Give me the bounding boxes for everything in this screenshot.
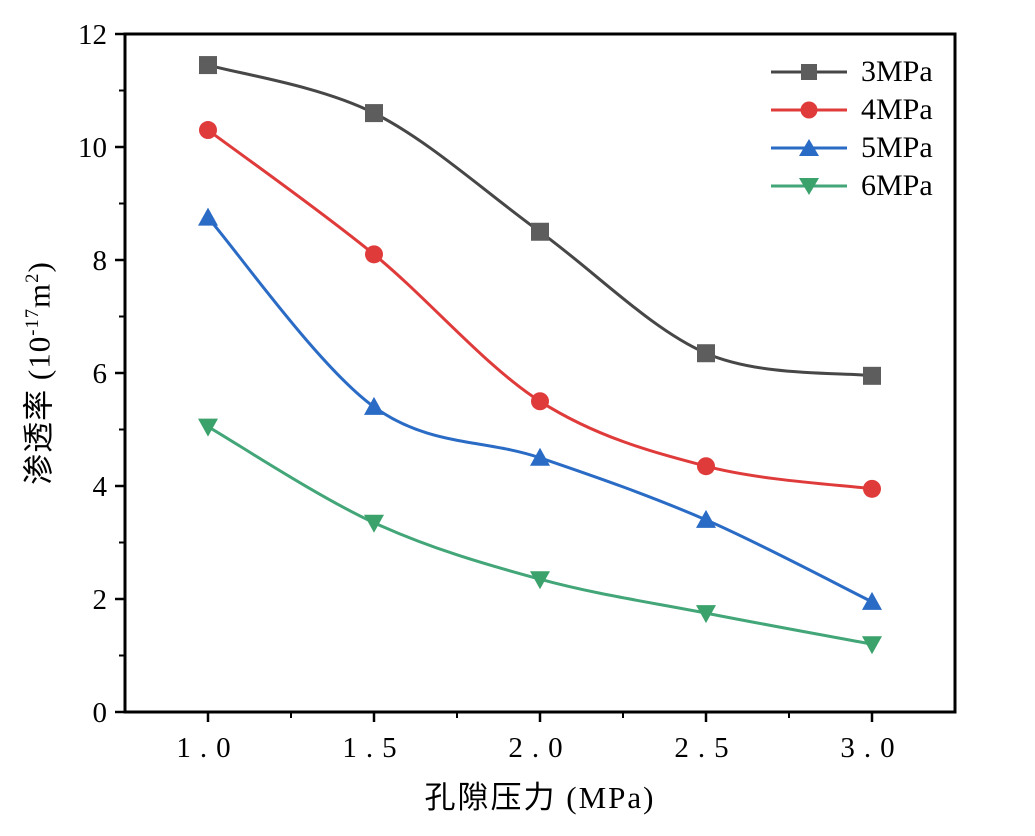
marker-triangle-up (696, 509, 716, 528)
legend-label: 6MPa (861, 169, 933, 202)
marker-square (199, 56, 217, 75)
y-axis-unit: m (21, 282, 57, 308)
marker-triangle-down (862, 636, 882, 655)
legend: 3MPa 4MPa 5MPa 6MPa (770, 53, 933, 205)
x-tick-label: 1.5 (342, 732, 405, 764)
marker-triangle-down (696, 605, 716, 624)
marker-square (365, 104, 383, 123)
legend-label: 3MPa (861, 55, 933, 88)
y-tick-label: 8 (93, 245, 108, 277)
legend-item-5MPa: 5MPa (770, 129, 933, 167)
marker-triangle-up (530, 447, 550, 466)
marker-triangle-down (198, 418, 218, 437)
legend-circle-icon (771, 101, 847, 119)
y-tick-label: 10 (78, 132, 107, 164)
x-tick-label: 2.5 (674, 732, 737, 764)
legend-item-4MPa: 4MPa (770, 91, 933, 129)
marker-circle (199, 121, 217, 140)
y-tick-label: 12 (78, 19, 107, 51)
x-tick-label: 1.0 (176, 732, 239, 764)
marker-circle (365, 245, 383, 264)
legend-square-icon (771, 64, 847, 80)
marker-circle (531, 392, 549, 411)
marker-triangle-up (198, 207, 218, 226)
legend-item-3MPa: 3MPa (770, 53, 933, 91)
x-axis-label: 孔隙压力 (MPa) (424, 780, 656, 815)
legend-triangle-down-icon (771, 178, 847, 195)
y-tick-label: 2 (93, 584, 108, 616)
marker-triangle-down (364, 514, 384, 533)
y-axis-unit-exponent: 2 (22, 272, 44, 283)
marker-triangle-up (364, 396, 384, 415)
y-axis-label-text: 渗透率 (10 (21, 335, 57, 485)
legend-label: 4MPa (861, 93, 933, 126)
marker-circle (697, 457, 715, 476)
x-tick-label: 2.0 (508, 732, 571, 764)
legend-triangle-up-icon (771, 139, 847, 156)
y-tick-label: 6 (93, 358, 108, 390)
marker-circle (863, 479, 881, 498)
marker-triangle-up (862, 591, 882, 610)
y-axis-label: 渗透率 (10-17m2) (14, 261, 59, 485)
x-tick-label: 3.0 (840, 732, 903, 764)
y-axis-exponent: -17 (22, 307, 44, 336)
legend-label: 5MPa (861, 131, 933, 164)
marker-triangle-down (530, 571, 550, 590)
y-tick-label: 0 (93, 697, 108, 729)
marker-square (531, 222, 549, 241)
y-tick-label: 4 (93, 471, 108, 503)
legend-item-6MPa: 6MPa (770, 167, 933, 205)
marker-square (863, 366, 881, 385)
marker-square (697, 344, 715, 363)
y-axis-label-close: ) (21, 261, 57, 273)
